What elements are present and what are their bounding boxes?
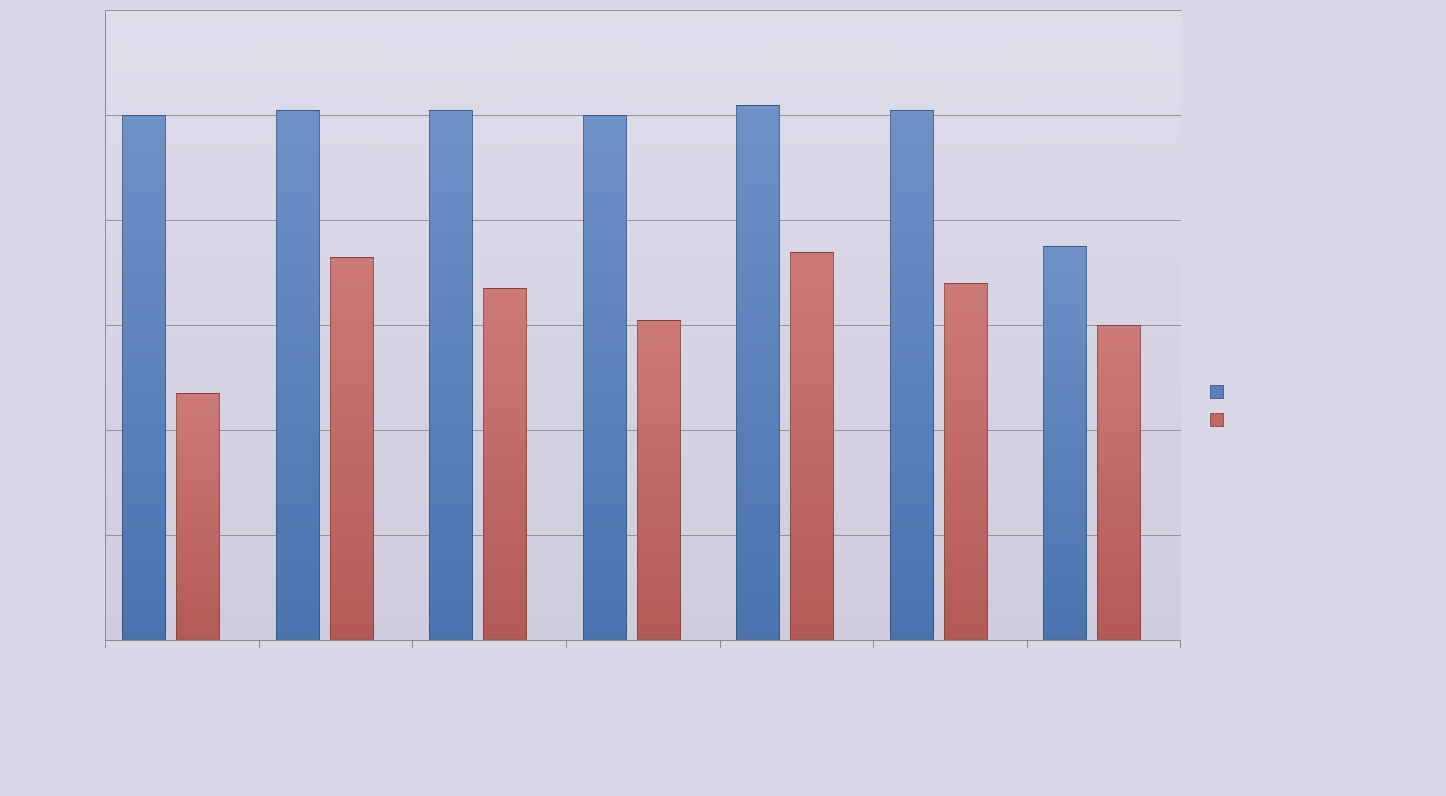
x-tick xyxy=(720,640,721,648)
bar-series-a xyxy=(276,110,320,640)
bar-series-a xyxy=(1043,246,1087,640)
legend-item xyxy=(1210,385,1234,399)
bar-series-b xyxy=(637,320,681,640)
bar-series-b xyxy=(176,393,220,640)
bar-series-a xyxy=(429,110,473,640)
legend-swatch xyxy=(1210,385,1224,399)
bar-series-b xyxy=(1097,325,1141,640)
bar-series-b xyxy=(483,288,527,640)
chart-container xyxy=(0,0,1446,796)
x-tick xyxy=(412,640,413,648)
bar-series-b xyxy=(330,257,374,640)
bars-layer xyxy=(106,10,1181,640)
plot-area xyxy=(105,10,1181,641)
bar-series-a xyxy=(890,110,934,640)
x-tick xyxy=(259,640,260,648)
x-tick xyxy=(873,640,874,648)
bar-series-a xyxy=(736,105,780,641)
legend-swatch xyxy=(1210,413,1224,427)
legend xyxy=(1210,385,1234,441)
bar-series-b xyxy=(790,252,834,641)
x-tick xyxy=(105,640,106,648)
legend-item xyxy=(1210,413,1234,427)
bar-series-a xyxy=(583,115,627,640)
bar-series-b xyxy=(944,283,988,640)
x-tick xyxy=(566,640,567,648)
x-tick xyxy=(1027,640,1028,648)
x-tick xyxy=(1180,640,1181,648)
bar-series-a xyxy=(122,115,166,640)
